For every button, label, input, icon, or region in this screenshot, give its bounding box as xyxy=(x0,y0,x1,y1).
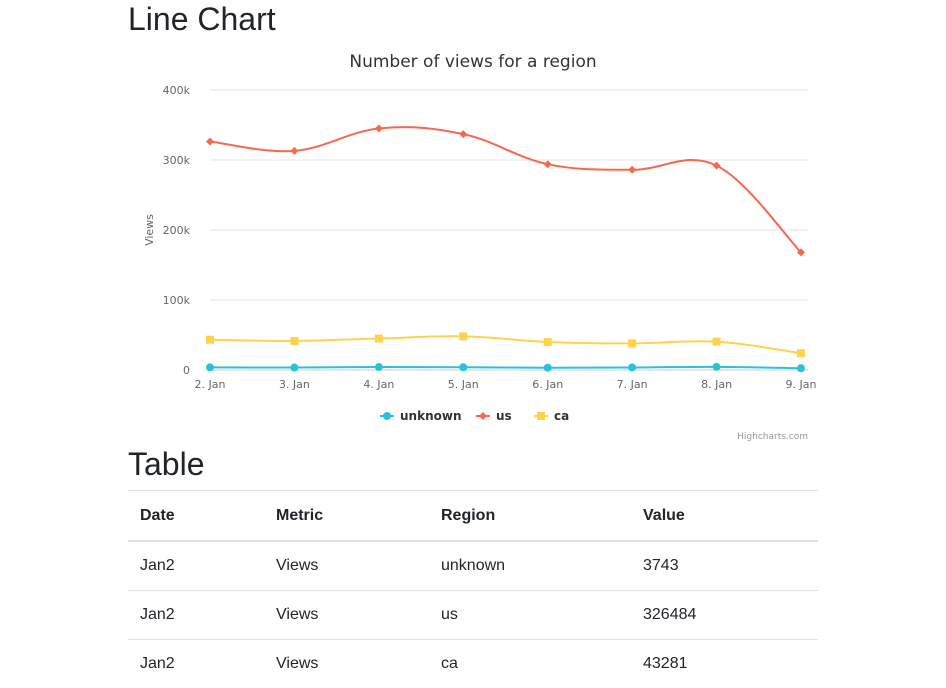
cell-region: unknown xyxy=(429,541,631,591)
legend-marker-ca xyxy=(537,412,545,420)
x-tick-label: 8. Jan xyxy=(701,378,732,391)
y-tick-label: 300k xyxy=(163,154,191,167)
data-point-unknown xyxy=(206,363,214,371)
cell-date: Jan2 xyxy=(128,541,264,591)
table-header-row: Date Metric Region Value xyxy=(128,491,818,542)
data-table: Date Metric Region Value Jan2 Views unkn… xyxy=(128,490,818,688)
series-line-us xyxy=(210,127,801,252)
line-chart-heading: Line Chart xyxy=(128,3,276,35)
data-point-unknown xyxy=(797,364,805,372)
cell-value: 43281 xyxy=(631,640,818,688)
legend-marker-us xyxy=(479,412,487,420)
data-point-ca xyxy=(375,335,383,343)
x-tick-label: 7. Jan xyxy=(617,378,648,391)
chart-credits: Highcharts.com xyxy=(737,432,808,442)
x-tick-label: 4. Jan xyxy=(363,378,394,391)
data-point-ca xyxy=(290,337,298,345)
data-point-us xyxy=(375,125,383,133)
data-point-unknown xyxy=(628,363,636,371)
table-row: Jan2 Views us 326484 xyxy=(128,591,818,640)
y-tick-label: 0 xyxy=(183,364,190,377)
x-tick-label: 6. Jan xyxy=(532,378,563,391)
data-point-unknown xyxy=(459,363,467,371)
x-tick-label: 9. Jan xyxy=(786,378,817,391)
data-point-us xyxy=(544,160,552,168)
legend-label-us: us xyxy=(496,409,512,423)
cell-region: ca xyxy=(429,640,631,688)
column-header-region: Region xyxy=(429,491,631,542)
data-point-ca xyxy=(628,339,636,347)
data-point-us xyxy=(459,130,467,138)
data-point-ca xyxy=(459,332,467,340)
table-row: Jan2 Views unknown 3743 xyxy=(128,541,818,591)
data-point-us xyxy=(713,162,721,170)
line-chart: Number of views for a region 0 100k 200k 300… xyxy=(128,40,818,450)
data-point-ca xyxy=(797,349,805,357)
data-point-ca xyxy=(713,338,721,346)
x-tick-label: 3. Jan xyxy=(279,378,310,391)
line-chart-container: Number of views for a region 0 100k 200k 300… xyxy=(128,40,818,450)
data-point-unknown xyxy=(544,364,552,372)
chart-title: Number of views for a region xyxy=(349,52,596,72)
data-point-ca xyxy=(206,336,214,344)
data-point-ca xyxy=(544,338,552,346)
cell-value: 3743 xyxy=(631,541,818,591)
x-tick-label: 5. Jan xyxy=(448,378,479,391)
series-line-ca xyxy=(210,336,801,353)
data-point-unknown xyxy=(290,364,298,372)
cell-value: 326484 xyxy=(631,591,818,640)
y-tick-label: 100k xyxy=(163,294,191,307)
data-point-us xyxy=(628,166,636,174)
column-header-value: Value xyxy=(631,491,818,542)
legend-label-unknown: unknown xyxy=(400,409,461,423)
data-point-unknown xyxy=(375,363,383,371)
table-heading: Table xyxy=(128,448,205,480)
column-header-date: Date xyxy=(128,491,264,542)
cell-metric: Views xyxy=(264,541,429,591)
y-tick-label: 200k xyxy=(163,224,191,237)
legend-label-ca: ca xyxy=(554,409,569,423)
table-row: Jan2 Views ca 43281 xyxy=(128,640,818,688)
data-point-unknown xyxy=(713,363,721,371)
cell-date: Jan2 xyxy=(128,640,264,688)
data-point-us xyxy=(290,147,298,155)
data-point-us xyxy=(206,137,214,145)
x-tick-label: 2. Jan xyxy=(195,378,226,391)
y-tick-label: 400k xyxy=(163,84,191,97)
cell-date: Jan2 xyxy=(128,591,264,640)
series-line-unknown xyxy=(210,367,801,368)
y-axis-title: Views xyxy=(143,214,156,246)
cell-region: us xyxy=(429,591,631,640)
legend-marker-unknown xyxy=(383,412,391,420)
column-header-metric: Metric xyxy=(264,491,429,542)
cell-metric: Views xyxy=(264,640,429,688)
cell-metric: Views xyxy=(264,591,429,640)
